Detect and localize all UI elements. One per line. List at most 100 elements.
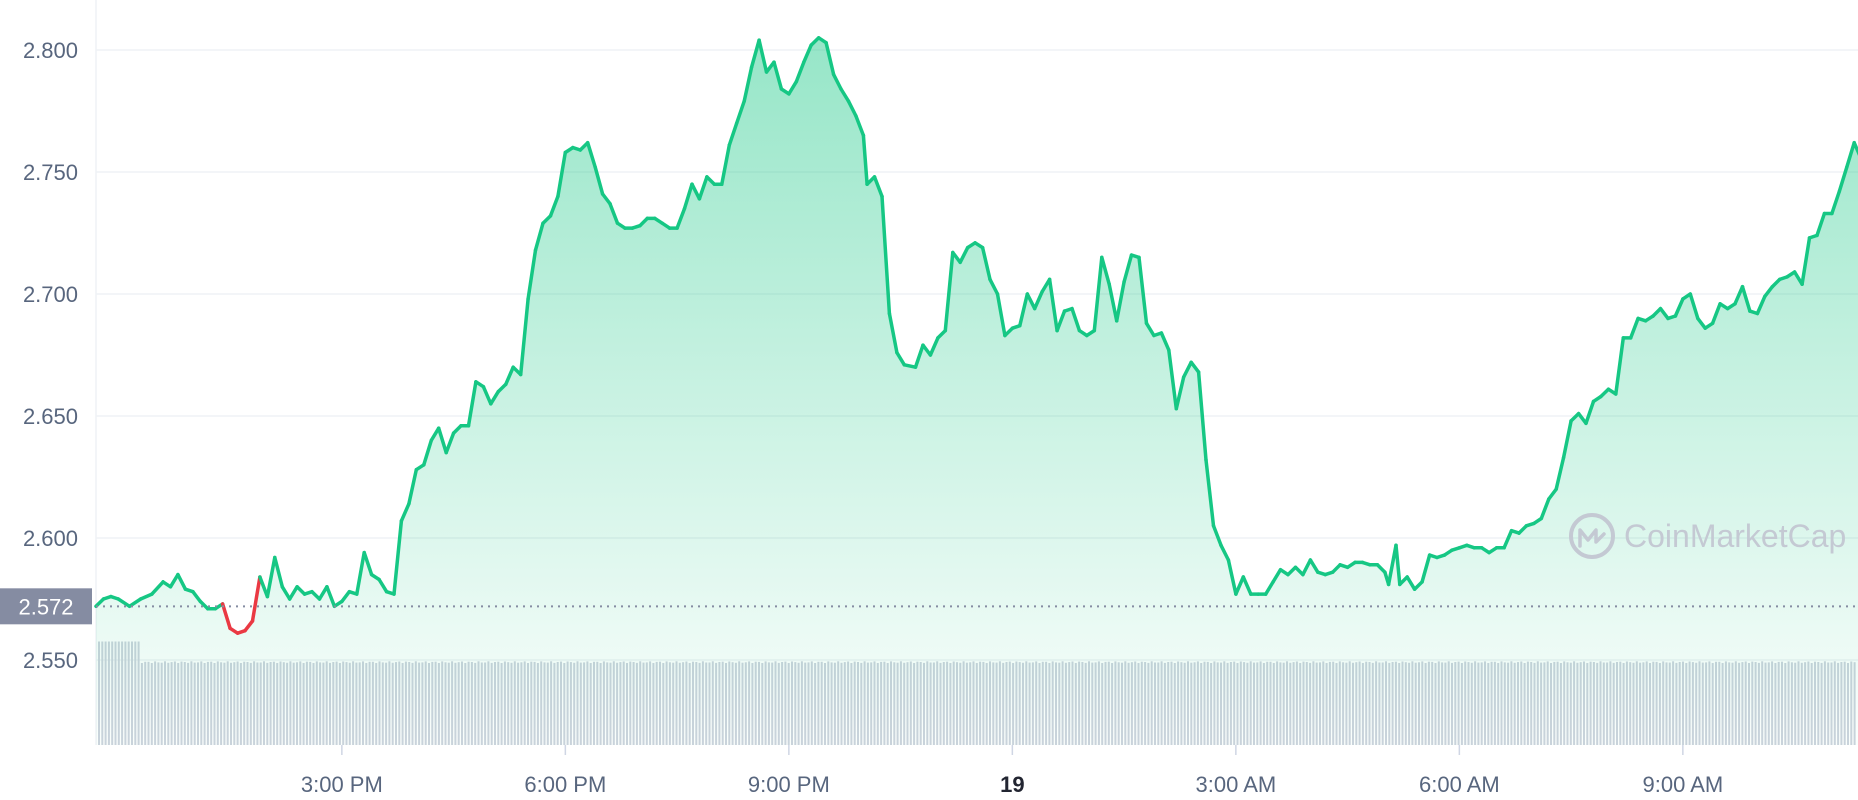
price-segment-232: [1830, 189, 1842, 216]
price-segment-84: [734, 99, 746, 125]
price-segment-172: [1386, 543, 1398, 587]
price-segment-106: [895, 350, 907, 367]
price-segment-205: [1628, 316, 1640, 340]
reference-price-label: 2.572: [18, 594, 73, 619]
price-segment-150: [1226, 558, 1238, 596]
price-segment-160: [1301, 558, 1313, 577]
x-tick-label-1: 6:00 PM: [524, 772, 606, 797]
price-segment-223: [1763, 284, 1775, 299]
price-segment-48: [466, 380, 478, 428]
price-segment-101: [861, 133, 869, 186]
price-segment-91: [787, 79, 799, 96]
price-segment-114: [958, 245, 970, 265]
price-segment-87: [757, 38, 769, 74]
price-segment-40: [407, 467, 419, 506]
price-segment-89: [772, 60, 784, 91]
price-segment-195: [1554, 455, 1566, 491]
price-segment-146: [1196, 370, 1208, 462]
y-tick-label-5: 2.550: [23, 648, 78, 673]
price-segment-144: [1181, 360, 1193, 379]
price-segment-214: [1696, 316, 1707, 330]
price-segment-228: [1800, 236, 1812, 286]
price-line: [94, 36, 1858, 635]
reference-price-tag: [0, 588, 92, 625]
x-tick-label-2: 9:00 PM: [748, 772, 830, 797]
price-segment-152: [1241, 575, 1253, 596]
price-segment-211: [1673, 297, 1685, 318]
price-segment-19: [250, 575, 262, 623]
price-segment-99: [846, 99, 858, 118]
price-segment-85: [742, 65, 754, 103]
price-segment-234: [1845, 140, 1856, 169]
y-tick-label-1: 2.750: [23, 160, 78, 185]
price-segment-98: [839, 87, 851, 103]
price-segment-82: [720, 143, 732, 186]
price-segment-145: [1189, 360, 1201, 374]
price-segment-33: [355, 550, 366, 596]
price-segment-43: [429, 426, 441, 443]
price-area-fill: [96, 37, 1858, 745]
price-segment-220: [1740, 284, 1752, 313]
price-segment-20: [258, 575, 270, 599]
watermark: CoinMarketCap: [1569, 513, 1846, 559]
price-segment-59: [548, 194, 560, 218]
price-segment-122: [1018, 292, 1030, 328]
y-tick-label-2: 2.700: [23, 282, 78, 307]
price-segment-3: [116, 597, 132, 609]
price-segment-45: [444, 431, 456, 455]
price-segment-156: [1271, 567, 1283, 584]
price-segment-139: [1144, 321, 1156, 338]
x-tick-label-5: 6:00 AM: [1419, 772, 1500, 797]
price-segment-194: [1547, 487, 1558, 501]
price-segment-57: [533, 221, 545, 252]
price-segment-107: [902, 363, 918, 369]
price-segment-55: [518, 297, 530, 377]
price-segment-96: [824, 40, 836, 77]
x-tick-label-3: 19: [1000, 772, 1024, 797]
price-segment-97: [831, 72, 843, 91]
price-area: [96, 37, 1858, 745]
price-segment-12: [198, 599, 210, 611]
price-segment-112: [943, 250, 955, 333]
price-segment-213: [1688, 292, 1700, 321]
coinmarketcap-logo-icon: [1569, 513, 1615, 559]
price-segment-34: [362, 550, 374, 577]
price-segment-196: [1561, 419, 1573, 460]
price-segment-11: [191, 589, 203, 604]
price-segment-113: [951, 250, 962, 265]
price-segment-66: [600, 192, 612, 206]
price-segment-209: [1658, 306, 1670, 321]
y-tick-label-4: 2.600: [23, 526, 78, 551]
price-segment-56: [526, 248, 538, 301]
price-segment-28: [317, 585, 329, 601]
price-segment-149: [1219, 543, 1231, 562]
price-segment-170: [1375, 563, 1387, 574]
price-segment-148: [1211, 524, 1223, 548]
reference-price-line: 2.572: [0, 588, 1858, 625]
price-segment-9: [176, 572, 188, 591]
price-segment-22: [273, 555, 285, 589]
price-segment-138: [1137, 255, 1149, 326]
price-segment-39: [399, 502, 411, 523]
price-segment-141: [1159, 331, 1171, 352]
price-segment-155: [1263, 580, 1275, 596]
price-segment-76: [675, 206, 687, 230]
price-segment-50: [481, 384, 493, 406]
y-tick-label-3: 2.650: [23, 404, 78, 429]
price-segment-151: [1234, 575, 1246, 596]
price-segment-31: [340, 589, 352, 604]
price-segment-105: [887, 311, 899, 355]
price-segment-21: [265, 555, 277, 599]
price-segment-86: [749, 38, 761, 69]
x-axis: 3:00 PM 6:00 PM 9:00 PM 19 3:00 AM 6:00 AM 9:0…: [301, 772, 1723, 797]
price-segment-53: [504, 365, 515, 387]
price-segment-104: [880, 194, 892, 316]
price-segment-110: [928, 336, 940, 357]
price-segment-36: [377, 577, 389, 594]
price-segment-65: [593, 165, 605, 196]
price-segment-42: [422, 438, 434, 467]
price-segment-147: [1204, 458, 1216, 528]
price-segment-230: [1815, 211, 1827, 238]
y-tick-label-0: 2.800: [23, 38, 78, 63]
